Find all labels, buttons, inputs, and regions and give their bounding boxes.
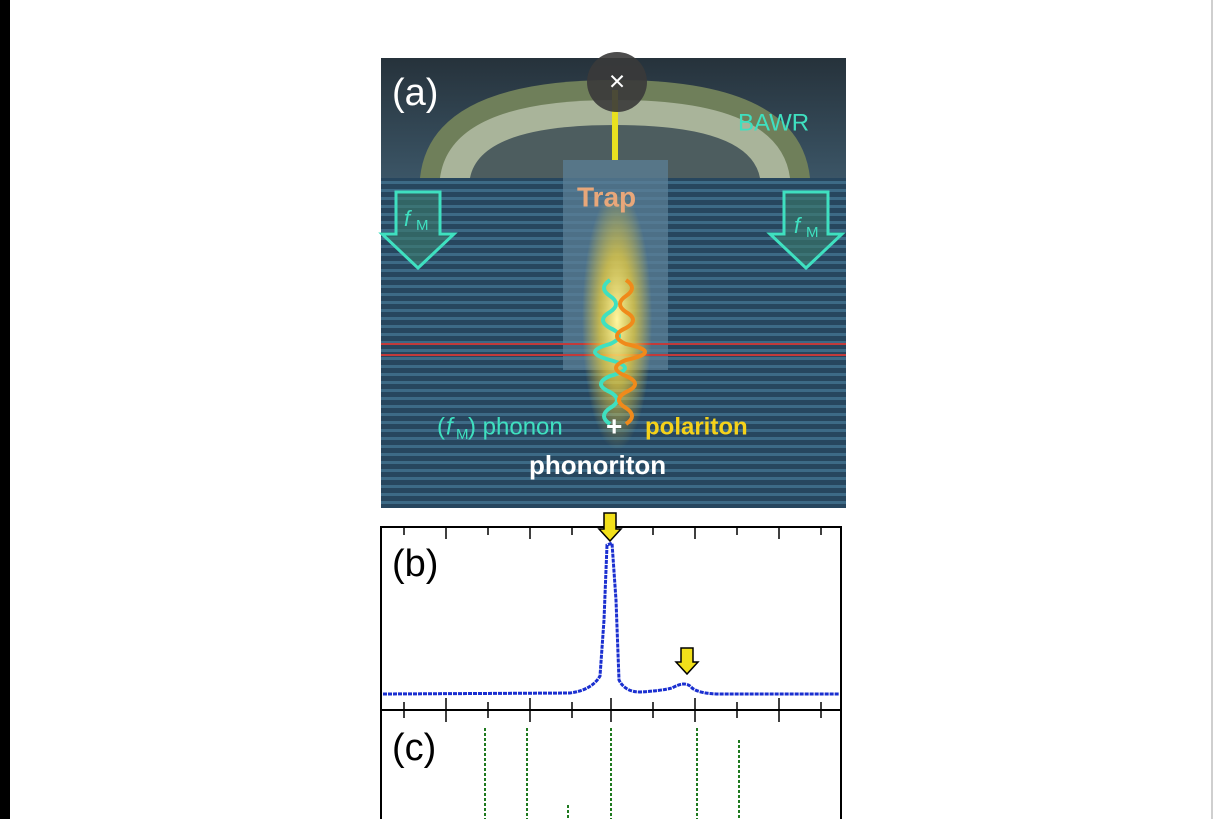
close-icon[interactable]: × [609, 65, 625, 96]
polariton-label: polariton [645, 413, 748, 440]
viewer: (a) BAWR Trap f M f M ( f M ) phonon + p… [0, 0, 1225, 819]
panel-c: (c) [381, 710, 841, 819]
phonon-label: ) phonon [468, 413, 563, 440]
bawr-label: BAWR [738, 109, 809, 136]
phonon-open: ( [437, 413, 445, 440]
panel-label: (a) [392, 72, 438, 114]
panel-a: (a) BAWR Trap f M f M ( f M ) phonon + p… [381, 58, 846, 508]
left-bar [0, 0, 10, 819]
frame [381, 527, 841, 710]
panel-b: (b) [381, 513, 841, 710]
phonoriton-label: phonoriton [529, 450, 666, 480]
close-button[interactable]: × [587, 52, 647, 112]
fm-subscript: M [456, 426, 469, 443]
fm-subscript: M [416, 217, 429, 234]
page: (a) BAWR Trap f M f M ( f M ) phonon + p… [0, 0, 1225, 819]
plus: + [606, 410, 622, 441]
fm-subscript: M [806, 224, 819, 241]
panel-label: (b) [392, 543, 438, 585]
right-edge [1211, 0, 1213, 819]
panel-label: (c) [392, 727, 436, 769]
trap-label: Trap [577, 181, 636, 212]
